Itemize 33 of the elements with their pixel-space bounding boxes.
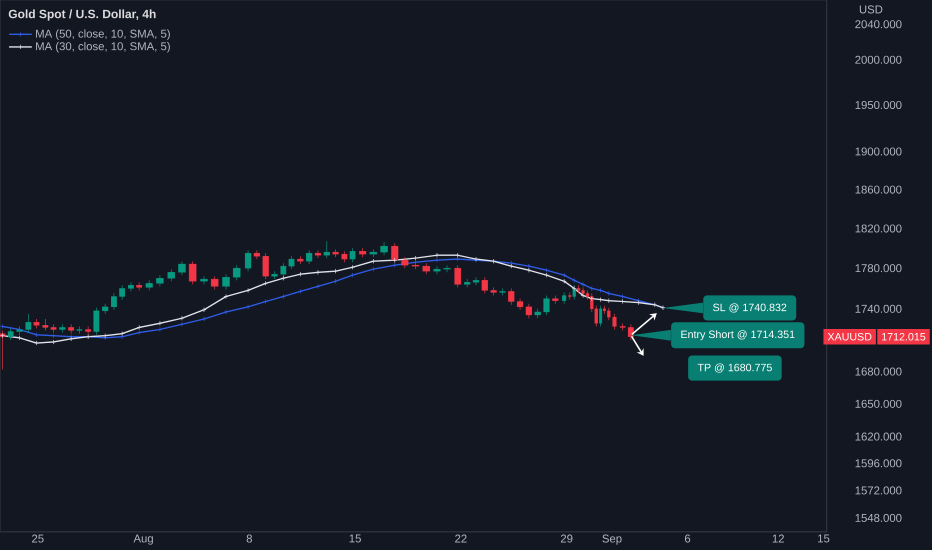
y-tick-label: 1950.000 [856, 100, 902, 109]
y-tick-label: 1860.000 [856, 186, 902, 194]
y-tick-label: 1596.000 [856, 459, 902, 468]
y-tick-label: 1780.000 [856, 264, 902, 272]
y-tick-label: 1548.000 [856, 514, 902, 522]
y-tick-label: 1900.000 [856, 147, 902, 156]
y-tick-label: 2040.000 [855, 20, 902, 28]
x-tick-label: 6 [684, 534, 690, 543]
x-tick-label: Aug [133, 534, 153, 545]
text: Gold Spot / U.S. Dollar, 4h [8, 9, 156, 21]
text: XAUUSD [828, 332, 872, 340]
y-axis-title: USD [860, 5, 882, 14]
annotation: SL @ 1740.832 [713, 303, 786, 313]
x-tick-label: 15 [818, 534, 830, 542]
x-tick-label: Sep [602, 534, 622, 545]
y-tick-label: 1680.000 [856, 368, 902, 376]
y-tick-label: 1620.000 [856, 432, 902, 441]
x-tick-label: 29 [560, 534, 572, 543]
legend-label: MA (30, close, 10, SMA, 5) [36, 42, 170, 52]
y-tick-label: 1572.000 [856, 486, 902, 494]
x-tick-label: 8 [246, 534, 252, 543]
x-tick-label: 12 [772, 534, 784, 542]
x-tick-label: 22 [455, 534, 467, 542]
y-tick-label: 1650.000 [856, 400, 902, 408]
y-tick-label: 1740.000 [856, 304, 902, 313]
x-tick-label: 25 [32, 534, 44, 543]
annotation: TP @ 1680.775 [698, 363, 772, 373]
y-tick-label: 2000.000 [855, 56, 902, 64]
legend-label: MA (50, close, 10, SMA, 5) [36, 29, 170, 40]
x-tick-label: 15 [350, 534, 361, 542]
y-tick-label: 1820.000 [856, 224, 902, 232]
text: 1712.015 [882, 332, 926, 340]
annotation: Entry Short @ 1714.351 [681, 330, 795, 340]
